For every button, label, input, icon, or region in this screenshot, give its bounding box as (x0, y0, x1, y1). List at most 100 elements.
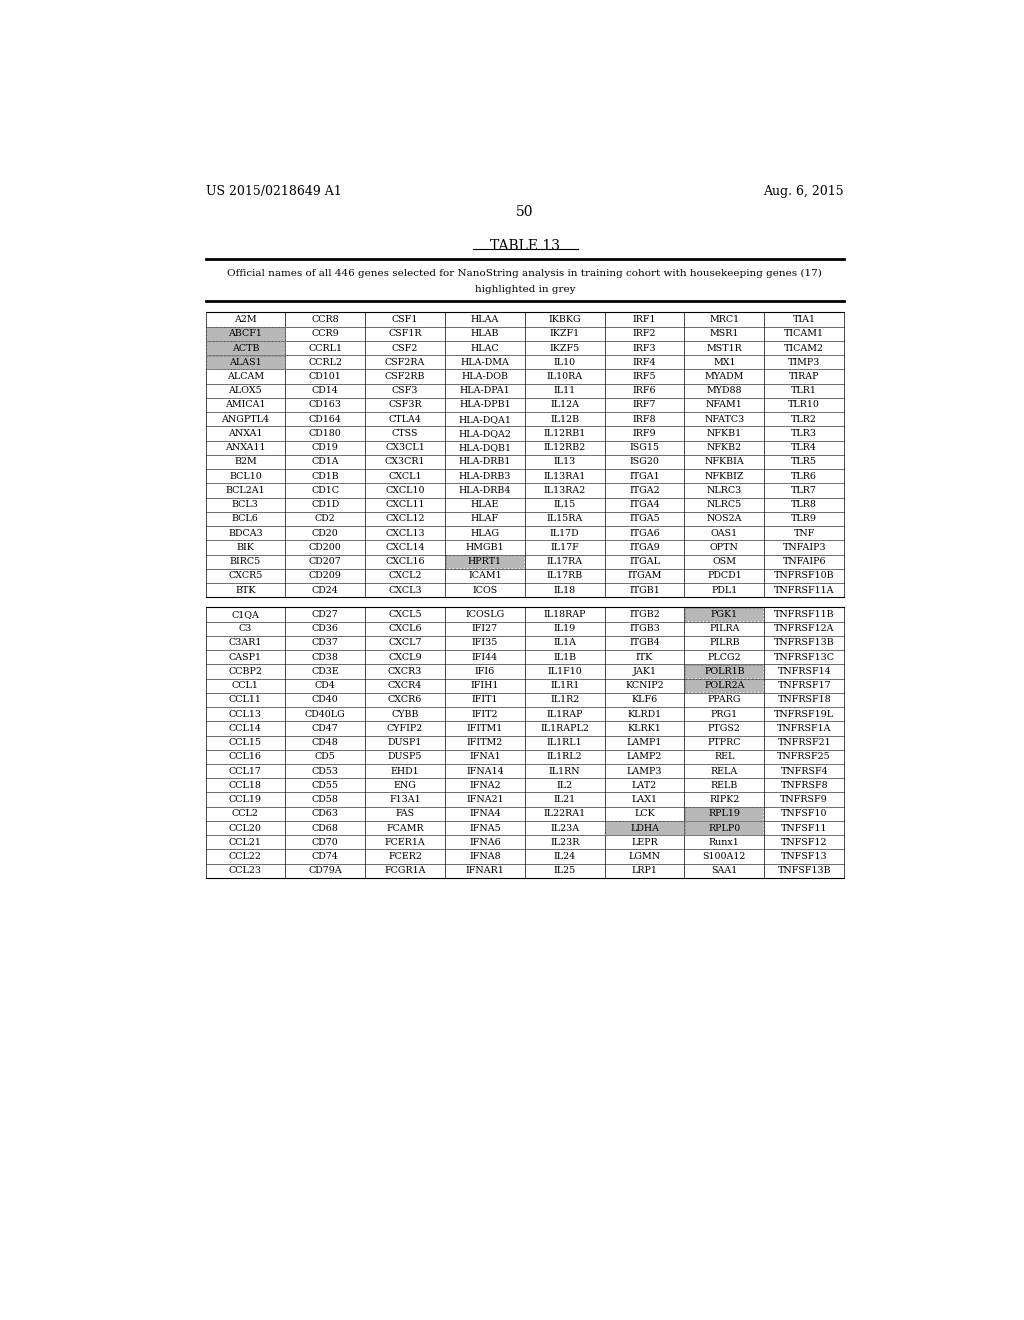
Text: BCL10: BCL10 (229, 471, 262, 480)
Text: CCL17: CCL17 (229, 767, 262, 776)
Text: IFITM2: IFITM2 (467, 738, 503, 747)
Text: TLR4: TLR4 (792, 444, 817, 453)
Text: CSF3: CSF3 (392, 387, 419, 395)
Text: TNFRSF4: TNFRSF4 (780, 767, 828, 776)
Text: ALAS1: ALAS1 (229, 358, 262, 367)
Text: MRC1: MRC1 (710, 315, 739, 323)
Text: KLF6: KLF6 (632, 696, 657, 705)
Text: B2M: B2M (234, 458, 257, 466)
Text: IFI27: IFI27 (472, 624, 498, 634)
Text: TLR5: TLR5 (792, 458, 817, 466)
Bar (685, 821, 764, 834)
Text: ICAM1: ICAM1 (468, 572, 502, 581)
Text: LAT2: LAT2 (632, 781, 657, 789)
Text: CXCL16: CXCL16 (385, 557, 425, 566)
Text: ENG: ENG (393, 781, 417, 789)
Text: ABCF1: ABCF1 (228, 329, 262, 338)
Text: TNFRSF13C: TNFRSF13C (774, 652, 835, 661)
Text: LAMP1: LAMP1 (627, 738, 663, 747)
Text: NLRC5: NLRC5 (707, 500, 742, 510)
Text: CD24: CD24 (312, 586, 339, 595)
Text: CCL13: CCL13 (229, 710, 262, 718)
Text: TNFRSF12A: TNFRSF12A (774, 624, 835, 634)
Text: PDL1: PDL1 (712, 586, 737, 595)
Text: TLR7: TLR7 (792, 486, 817, 495)
Text: IL10RA: IL10RA (547, 372, 583, 381)
Text: CXCL6: CXCL6 (388, 624, 422, 634)
Text: CD36: CD36 (311, 624, 339, 634)
Text: CCL16: CCL16 (229, 752, 262, 762)
Text: CD207: CD207 (309, 557, 342, 566)
Text: TNFSF13: TNFSF13 (781, 853, 827, 861)
Text: ALOX5: ALOX5 (228, 387, 262, 395)
Text: TNFRSF1A: TNFRSF1A (777, 723, 831, 733)
Text: TNFSF10: TNFSF10 (781, 809, 827, 818)
Text: TNFSF13B: TNFSF13B (777, 866, 831, 875)
Text: OSM: OSM (713, 557, 736, 566)
Text: HLA-DRB1: HLA-DRB1 (459, 458, 511, 466)
Text: ITGB3: ITGB3 (629, 624, 660, 634)
Text: CD68: CD68 (311, 824, 339, 833)
Text: LEPR: LEPR (631, 838, 657, 847)
Text: CASP1: CASP1 (229, 652, 262, 661)
Text: CD163: CD163 (309, 400, 342, 409)
Text: CD180: CD180 (309, 429, 342, 438)
Text: IL18RAP: IL18RAP (544, 610, 586, 619)
Text: IL10: IL10 (554, 358, 575, 367)
Text: HLA-DPB1: HLA-DPB1 (459, 400, 511, 409)
Text: FCAMR: FCAMR (386, 824, 424, 833)
Text: CD40: CD40 (312, 696, 339, 705)
Text: IFNA6: IFNA6 (469, 838, 501, 847)
Text: CD1D: CD1D (311, 500, 339, 510)
Text: Aug. 6, 2015: Aug. 6, 2015 (764, 185, 844, 198)
Text: HLA-DPA1: HLA-DPA1 (460, 387, 510, 395)
Text: TNFRSF8: TNFRSF8 (780, 781, 828, 789)
Text: IFNA21: IFNA21 (466, 795, 504, 804)
Text: IFNA2: IFNA2 (469, 781, 501, 789)
Text: IL23A: IL23A (550, 824, 580, 833)
Text: IFITM1: IFITM1 (467, 723, 503, 733)
Bar (206, 327, 285, 341)
Text: ITGA1: ITGA1 (629, 471, 659, 480)
Text: CD74: CD74 (312, 853, 339, 861)
Text: IRF6: IRF6 (633, 387, 656, 395)
Text: IL25: IL25 (554, 866, 575, 875)
Text: SAA1: SAA1 (712, 866, 737, 875)
Text: PLCG2: PLCG2 (708, 652, 741, 661)
Text: CD1A: CD1A (311, 458, 339, 466)
Text: CCL2: CCL2 (232, 809, 259, 818)
Text: OAS1: OAS1 (711, 529, 738, 537)
Text: LAMP2: LAMP2 (627, 752, 663, 762)
Text: NFKBIZ: NFKBIZ (705, 471, 744, 480)
Text: IL21: IL21 (554, 795, 575, 804)
Text: CD63: CD63 (311, 809, 339, 818)
Bar (605, 821, 684, 834)
Text: CXCL14: CXCL14 (385, 543, 425, 552)
Text: CD4: CD4 (314, 681, 336, 690)
Text: FCER1A: FCER1A (385, 838, 425, 847)
Text: RELA: RELA (711, 767, 738, 776)
Text: CXCL2: CXCL2 (388, 572, 422, 581)
Bar (685, 665, 764, 678)
Text: IL11: IL11 (554, 387, 575, 395)
Text: IRF9: IRF9 (633, 429, 656, 438)
Text: ISG20: ISG20 (630, 458, 659, 466)
Bar (685, 821, 764, 834)
Text: TIRAP: TIRAP (788, 372, 819, 381)
Text: BCL3: BCL3 (232, 500, 259, 510)
Text: IL17F: IL17F (550, 543, 580, 552)
Text: IFNAR1: IFNAR1 (466, 866, 504, 875)
Text: MST1R: MST1R (707, 343, 742, 352)
Text: US 2015/0218649 A1: US 2015/0218649 A1 (206, 185, 341, 198)
Text: IL1RL2: IL1RL2 (547, 752, 583, 762)
Text: PDCD1: PDCD1 (707, 572, 741, 581)
Text: TNFAIP6: TNFAIP6 (782, 557, 826, 566)
Text: CX3CR1: CX3CR1 (385, 458, 425, 466)
Text: ITGA4: ITGA4 (629, 500, 659, 510)
Text: CD37: CD37 (311, 639, 339, 647)
Text: IL19: IL19 (554, 624, 575, 634)
Text: KLRD1: KLRD1 (628, 710, 662, 718)
Text: NFKBIA: NFKBIA (705, 458, 744, 466)
Text: CSF2RA: CSF2RA (385, 358, 425, 367)
Text: CYBB: CYBB (391, 710, 419, 718)
